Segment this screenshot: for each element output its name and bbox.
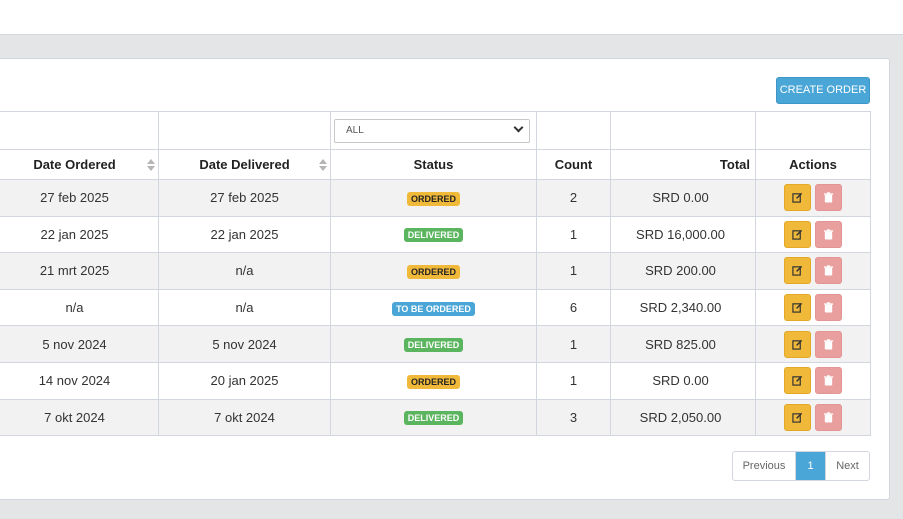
status-badge: DELIVERED xyxy=(403,228,464,243)
cell-actions xyxy=(755,325,871,363)
orders-table: Date Ordered Date Delivered Status Count… xyxy=(0,111,871,437)
edit-button[interactable] xyxy=(784,184,811,212)
cell-date-ordered: 5 nov 2024 xyxy=(0,325,159,363)
cell-date-delivered: n/a xyxy=(158,288,331,327)
cell-total: SRD 0.00 xyxy=(610,361,756,400)
cell-date-ordered: 21 mrt 2025 xyxy=(0,252,159,290)
cell-actions xyxy=(755,361,871,400)
sort-icon[interactable] xyxy=(319,159,327,173)
table-row: 22 jan 2025 22 jan 2025 DELIVERED 1 SRD 16,0… xyxy=(0,215,871,254)
cell-status: DELIVERED xyxy=(330,325,537,363)
edit-button[interactable] xyxy=(784,220,811,248)
table-row: 5 nov 2024 5 nov 2024 DELIVERED 1 SRD 825.00 xyxy=(0,325,871,363)
page-1-button[interactable]: 1 xyxy=(796,452,825,480)
cell-date-ordered: 22 jan 2025 xyxy=(0,215,159,254)
column-header-status: Status xyxy=(330,149,537,180)
cell-date-delivered: 7 okt 2024 xyxy=(158,398,331,437)
cell-total: SRD 825.00 xyxy=(610,325,756,363)
edit-button[interactable] xyxy=(784,294,811,322)
table-header-row: Date Ordered Date Delivered Status Count… xyxy=(0,149,871,180)
cell-count: 2 xyxy=(536,179,611,217)
cell-status: ORDERED xyxy=(330,361,537,400)
column-header-date-delivered[interactable]: Date Delivered xyxy=(158,149,331,180)
filter-row xyxy=(0,111,871,150)
cell-status: ORDERED xyxy=(330,179,537,217)
cell-actions xyxy=(755,215,871,254)
cell-total: SRD 200.00 xyxy=(610,252,756,290)
status-badge: DELIVERED xyxy=(403,411,464,426)
cell-date-delivered: 22 jan 2025 xyxy=(158,215,331,254)
table-row: n/a n/a TO BE ORDERED 6 SRD 2,340.00 xyxy=(0,288,871,327)
delete-button[interactable] xyxy=(815,403,842,431)
cell-count: 1 xyxy=(536,215,611,254)
status-badge: ORDERED xyxy=(406,264,460,279)
edit-button[interactable] xyxy=(784,403,811,431)
status-badge: ORDERED xyxy=(406,191,460,206)
cell-actions xyxy=(755,252,871,290)
status-filter-value: ALL xyxy=(346,125,364,136)
cell-date-ordered: 27 feb 2025 xyxy=(0,179,159,217)
sort-icon[interactable] xyxy=(147,159,155,173)
cell-actions xyxy=(755,179,871,217)
cell-count: 1 xyxy=(536,361,611,400)
cell-total: SRD 2,340.00 xyxy=(610,288,756,327)
cell-actions xyxy=(755,398,871,437)
cell-total: SRD 16,000.00 xyxy=(610,215,756,254)
cell-date-delivered: 20 jan 2025 xyxy=(158,361,331,400)
cell-count: 1 xyxy=(536,252,611,290)
previous-page-button[interactable]: Previous xyxy=(733,452,796,480)
edit-button[interactable] xyxy=(784,367,811,395)
cell-status: ORDERED xyxy=(330,252,537,290)
next-page-button[interactable]: Next xyxy=(825,452,869,480)
status-filter-select[interactable]: ALL xyxy=(334,119,530,143)
top-bar xyxy=(0,0,903,35)
table-row: 27 feb 2025 27 feb 2025 ORDERED 2 SRD 0.00 xyxy=(0,179,871,217)
cell-actions xyxy=(755,288,871,327)
chevron-down-icon xyxy=(513,122,524,133)
cell-status: DELIVERED xyxy=(330,398,537,437)
column-header-date-ordered[interactable]: Date Ordered xyxy=(0,149,159,180)
status-badge: TO BE ORDERED xyxy=(392,301,475,316)
status-badge: DELIVERED xyxy=(403,338,464,353)
column-header-actions: Actions xyxy=(755,149,871,180)
column-header-total: Total xyxy=(610,149,756,180)
cell-status: TO BE ORDERED xyxy=(330,288,537,327)
cell-count: 6 xyxy=(536,288,611,327)
cell-date-ordered: 7 okt 2024 xyxy=(0,398,159,437)
cell-date-delivered: 5 nov 2024 xyxy=(158,325,331,363)
edit-button[interactable] xyxy=(784,330,811,358)
edit-button[interactable] xyxy=(784,257,811,285)
table-row: 7 okt 2024 7 okt 2024 DELIVERED 3 SRD 2,050.… xyxy=(0,398,871,437)
cell-date-delivered: n/a xyxy=(158,252,331,290)
delete-button[interactable] xyxy=(815,330,842,358)
delete-button[interactable] xyxy=(815,184,842,212)
table-row: 21 mrt 2025 n/a ORDERED 1 SRD 200.00 xyxy=(0,252,871,290)
delete-button[interactable] xyxy=(815,367,842,395)
delete-button[interactable] xyxy=(815,257,842,285)
status-badge: ORDERED xyxy=(406,374,460,389)
pagination: Previous 1 Next xyxy=(732,451,870,481)
create-order-button[interactable]: CREATE ORDER xyxy=(776,77,870,104)
delete-button[interactable] xyxy=(815,220,842,248)
column-header-count: Count xyxy=(536,149,611,180)
cell-date-ordered: 14 nov 2024 xyxy=(0,361,159,400)
cell-count: 1 xyxy=(536,325,611,363)
cell-total: SRD 0.00 xyxy=(610,179,756,217)
cell-date-delivered: 27 feb 2025 xyxy=(158,179,331,217)
table-row: 14 nov 2024 20 jan 2025 ORDERED 1 SRD 0.00 xyxy=(0,361,871,400)
cell-count: 3 xyxy=(536,398,611,437)
cell-total: SRD 2,050.00 xyxy=(610,398,756,437)
cell-date-ordered: n/a xyxy=(0,288,159,327)
cell-status: DELIVERED xyxy=(330,215,537,254)
delete-button[interactable] xyxy=(815,294,842,322)
